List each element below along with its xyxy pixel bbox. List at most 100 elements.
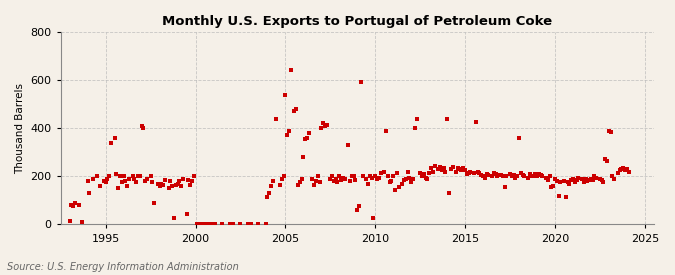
Point [598, 180, 609, 185]
Point [580, 177, 591, 181]
Point [124, 177, 134, 181]
Point [612, 170, 623, 175]
Point [451, 169, 462, 174]
Point [537, 174, 548, 178]
Point [573, 175, 584, 180]
Point [454, 167, 465, 171]
Point [460, 168, 470, 172]
Point [68, 204, 79, 209]
Point [386, 179, 397, 183]
Point [66, 203, 77, 207]
Point [541, 175, 551, 180]
Point [321, 122, 332, 127]
Point [420, 175, 431, 180]
Point [104, 174, 115, 178]
Point [330, 177, 341, 181]
Point [127, 174, 138, 178]
Point [487, 174, 497, 178]
Point [373, 175, 384, 180]
Point [462, 172, 472, 176]
Point [618, 166, 628, 170]
Point [510, 175, 521, 180]
Point [508, 173, 519, 177]
Point [543, 178, 554, 182]
Point [362, 181, 373, 186]
Point [101, 180, 111, 185]
Point [148, 201, 159, 205]
Point [292, 183, 303, 187]
Point [591, 175, 601, 180]
Point [159, 178, 170, 182]
Point [622, 167, 632, 171]
Point [118, 174, 129, 178]
Point [116, 180, 127, 185]
Point [406, 180, 416, 185]
Point [115, 174, 126, 178]
Point [88, 177, 99, 181]
Point [242, 222, 253, 226]
Point [64, 219, 75, 223]
Point [224, 222, 235, 226]
Point [392, 170, 402, 175]
Point [192, 222, 202, 226]
Point [414, 170, 425, 175]
Point [357, 174, 368, 178]
Point [267, 179, 278, 183]
Point [174, 179, 185, 183]
Point [506, 174, 517, 178]
Point [564, 181, 574, 186]
Point [145, 174, 156, 178]
Point [422, 177, 433, 181]
Point [478, 174, 489, 178]
Point [346, 174, 357, 178]
Point [481, 172, 492, 176]
Point [408, 177, 418, 181]
Point [524, 172, 535, 176]
Point [281, 133, 292, 138]
Point [463, 170, 474, 175]
Point [571, 178, 582, 182]
Point [262, 195, 273, 199]
Point [217, 222, 228, 226]
Point [497, 174, 508, 178]
Point [154, 184, 165, 188]
Point [300, 137, 310, 141]
Point [383, 174, 394, 178]
Point [202, 222, 213, 226]
Point [84, 191, 95, 195]
Point [318, 121, 329, 126]
Point [397, 181, 408, 186]
Point [140, 179, 151, 183]
Point [595, 177, 605, 181]
Title: Monthly U.S. Exports to Portugal of Petroleum Coke: Monthly U.S. Exports to Portugal of Petr… [162, 15, 552, 28]
Point [409, 126, 420, 130]
Point [585, 177, 596, 181]
Point [596, 178, 607, 182]
Point [532, 174, 543, 178]
Point [142, 177, 153, 181]
Point [440, 169, 451, 174]
Point [289, 109, 300, 114]
Point [425, 166, 436, 170]
Point [578, 180, 589, 185]
Point [176, 184, 186, 188]
Point [566, 178, 576, 182]
Point [120, 179, 131, 183]
Point [109, 136, 120, 140]
Point [327, 174, 338, 178]
Point [111, 172, 122, 176]
Point [99, 179, 109, 183]
Point [280, 92, 291, 97]
Point [70, 201, 80, 205]
Point [186, 179, 197, 183]
Point [316, 126, 327, 130]
Point [519, 174, 530, 178]
Point [605, 130, 616, 134]
Point [600, 157, 611, 162]
Point [438, 166, 449, 170]
Point [134, 174, 145, 178]
Point [379, 169, 389, 174]
Point [169, 216, 180, 221]
Point [260, 222, 271, 226]
Point [514, 136, 524, 140]
